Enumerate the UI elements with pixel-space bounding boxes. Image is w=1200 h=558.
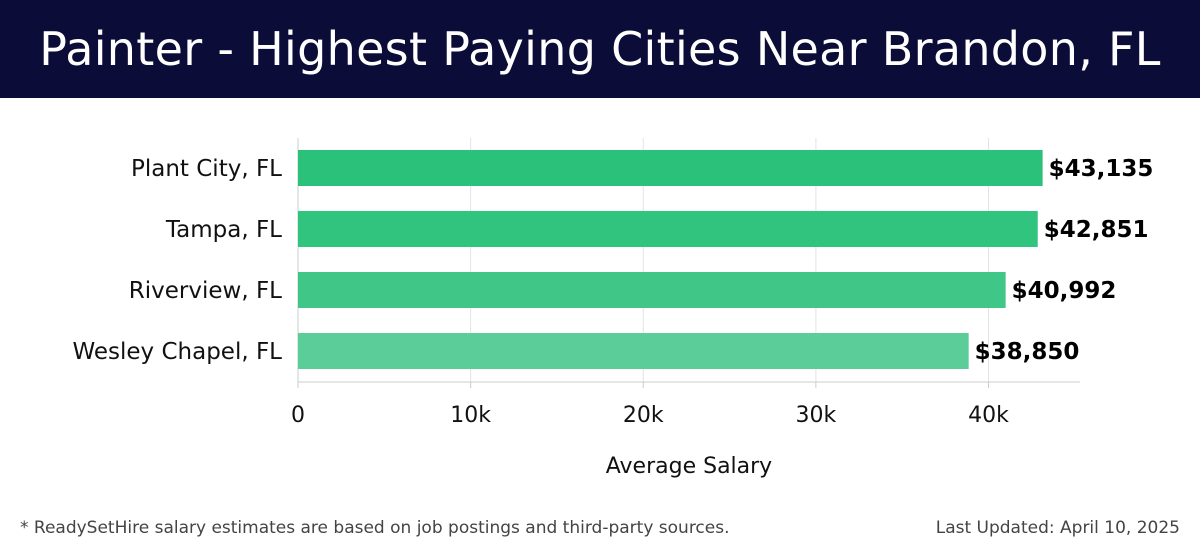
bar [298,150,1043,186]
footnote: * ReadySetHire salary estimates are base… [20,518,730,538]
x-tick-label: 10k [450,403,491,428]
category-label: Plant City, FL [131,156,282,182]
x-tick-label: 0 [291,403,305,428]
x-tick-label: 20k [623,403,664,428]
category-label: Wesley Chapel, FL [72,339,282,365]
bar [298,333,969,369]
chart-header: Painter - Highest Paying Cities Near Bra… [0,0,1200,98]
x-axis-label: Average Salary [606,454,772,479]
x-tick-label: 30k [796,403,837,428]
data-label: $38,850 [975,339,1080,365]
x-tick-label: 40k [968,403,1009,428]
bar [298,211,1038,247]
category-label: Tampa, FL [165,217,282,243]
chart-title: Painter - Highest Paying Cities Near Bra… [39,22,1161,76]
data-label: $42,851 [1044,217,1149,243]
data-label: $40,992 [1012,278,1117,304]
bar [298,272,1006,308]
category-label: Riverview, FL [129,278,282,304]
bar-chart: 0 10k 20k 30k 40k Plant City, FL $43,135 Tampa,… [72,138,1154,479]
data-label: $43,135 [1049,156,1154,182]
last-updated: Last Updated: April 10, 2025 [935,518,1180,538]
